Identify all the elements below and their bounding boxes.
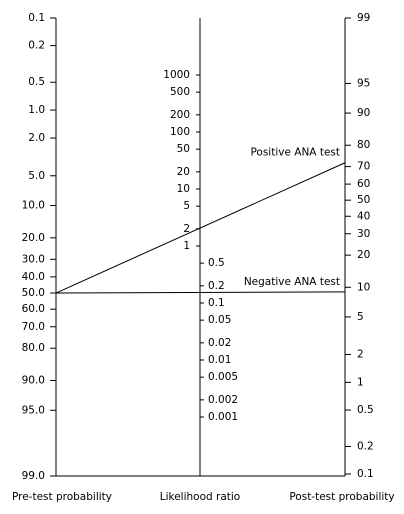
tick-label: 5: [357, 311, 364, 323]
axis-title: Pre-test probability: [12, 491, 112, 503]
tick-label: 1.0: [28, 104, 45, 116]
tick-label: 5.0: [28, 170, 45, 182]
tick-label: 500: [170, 86, 190, 98]
line-label: Positive ANA test: [250, 147, 340, 159]
tick-label: 20: [357, 249, 370, 261]
tick-label: 0.5: [357, 404, 374, 416]
tick-label: 5: [183, 200, 190, 212]
tick-label: 0.002: [208, 394, 238, 406]
tick-label: 100: [170, 126, 190, 138]
tick-label: 40.0: [22, 271, 45, 283]
axis-title: Likelihood ratio: [160, 491, 240, 503]
tick-label: 0.5: [208, 257, 225, 269]
tick-label: 99: [357, 12, 370, 24]
test-line: [55, 291, 346, 294]
tick-label: 95: [357, 77, 370, 89]
axis-title: Post-test probability: [289, 491, 394, 503]
tick-label: 60.0: [22, 303, 45, 315]
tick-label: 40: [357, 210, 370, 222]
tick-label: 2: [183, 223, 190, 235]
tick-label: 0.2: [208, 280, 225, 292]
tick-label: 0.1: [357, 468, 374, 480]
tick-label: 0.1: [28, 12, 45, 24]
tick-label: 10: [177, 183, 190, 195]
tick-label: 20: [177, 166, 190, 178]
tick-label: 90: [357, 107, 370, 119]
tick-label: 1000: [163, 69, 190, 81]
tick-label: 50: [177, 143, 190, 155]
tick-label: 1: [183, 240, 190, 252]
tick-label: 0.01: [208, 354, 231, 366]
tick-label: 95.0: [22, 404, 45, 416]
tick-label: 10.0: [22, 200, 45, 212]
tick-label: 0.2: [28, 40, 45, 52]
tick-label: 0.02: [208, 337, 231, 349]
tick-label: 10: [357, 281, 370, 293]
test-line: [55, 162, 346, 294]
tick-label: 20.0: [22, 232, 45, 244]
tick-label: 60: [357, 178, 370, 190]
tick-label: 2.0: [28, 132, 45, 144]
tick-label: 50.0: [22, 287, 45, 299]
tick-label: 0.001: [208, 411, 238, 423]
tick-label: 2: [357, 348, 364, 360]
tick-label: 30.0: [22, 253, 45, 265]
tick-label: 200: [170, 109, 190, 121]
tick-label: 0.1: [208, 297, 225, 309]
tick-label: 0.05: [208, 314, 231, 326]
tick-label: 70.0: [22, 321, 45, 333]
line-label: Negative ANA test: [244, 276, 340, 288]
tick-label: 80: [357, 139, 370, 151]
tick-label: 99.0: [22, 470, 45, 482]
tick-label: 1: [357, 376, 364, 388]
tick-label: 0.005: [208, 371, 238, 383]
tick-label: 80.0: [22, 342, 45, 354]
tick-label: 30: [357, 228, 370, 240]
tick-label: 50: [357, 194, 370, 206]
tick-label: 0.5: [28, 76, 45, 88]
tick-label: 70: [357, 161, 370, 173]
tick-label: 0.2: [357, 440, 374, 452]
tick-label: 90.0: [22, 375, 45, 387]
